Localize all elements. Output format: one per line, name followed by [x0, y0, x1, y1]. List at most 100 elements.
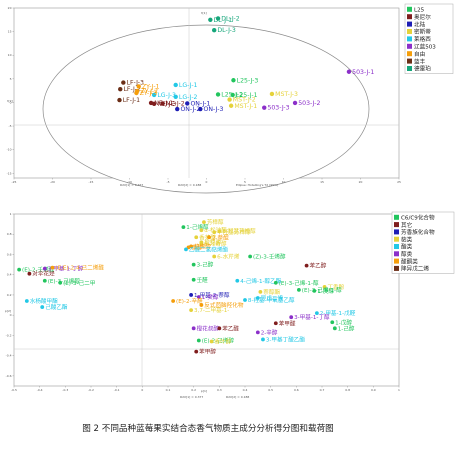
score-point: [118, 87, 123, 92]
loading-point: [207, 235, 211, 240]
loading-point: [184, 247, 188, 252]
score-tick-labels: -25 -20 -15 -10 -5 0 5 10 15 20 25 -15 -10 -5 0 5 10 15 20: [7, 6, 401, 184]
loading-point: [332, 326, 337, 331]
hotelling-ellipse: [42, 24, 370, 194]
loading-point: [17, 267, 22, 272]
loading-point-label: 3-己醇: [197, 261, 214, 269]
loading-point: [217, 326, 222, 331]
loading-point: [304, 263, 309, 268]
loading-y-tick-label: 0.2: [7, 293, 12, 297]
loading-point: [42, 266, 47, 271]
score-point: [212, 27, 217, 33]
loading-point-label: 萜烯醇: [194, 242, 211, 250]
score-y-tick-label: 10: [8, 53, 12, 57]
score-point: [292, 100, 298, 106]
loading-point-label: 苯甲醛: [279, 319, 296, 327]
score-legend-swatch: [407, 66, 412, 71]
loading-x-tick-label: 1: [398, 388, 400, 392]
loading-point-label: 3-甲基丁酸乙酯: [266, 335, 306, 343]
loading-x-tick-label: 0.4: [243, 388, 248, 392]
loading-point-label: (E,E)-2,4-己二烯醛: [55, 264, 104, 272]
score-point-label: ZY-J-3: [140, 90, 158, 97]
loading-y-tick-label: 0: [10, 313, 12, 317]
score-footer-r2x1: R2X[1] = 0.377: [120, 183, 143, 187]
loading-point: [189, 308, 194, 313]
score-point: [117, 97, 122, 103]
score-x-tick-label: -25: [12, 180, 17, 184]
loading-point-label: 橙花醇: [204, 238, 221, 246]
loading-legend-swatch: [394, 251, 399, 257]
score-point: [269, 91, 275, 97]
score-legend-label: 奥尼尔: [414, 13, 431, 21]
loading-legend-label: 降异戊二烯: [401, 265, 429, 273]
loading-point-label: (Z)-3-壬烯醇: [253, 252, 286, 260]
loading-tick-labels: -0.5 -0.4 -0.3 -0.2 -0.1 0 0.1 0.2 0.3 0.4 0.5 0.6 0…: [6, 212, 400, 392]
score-point: [227, 97, 232, 102]
loading-point: [199, 228, 204, 233]
loading-legend-label: 萜类: [401, 235, 413, 243]
score-point-label: ON-J-3: [204, 106, 224, 113]
loading-x-tick-label: -0.1: [114, 388, 120, 392]
score-point: [151, 92, 157, 98]
loading-point: [181, 225, 186, 230]
loading-point-label: 萘醇: [191, 243, 203, 251]
loading-point: [191, 326, 196, 331]
loading-point-label: 芳樟醇: [207, 218, 224, 226]
loading-point: [314, 311, 319, 316]
loading-point-label: 2-萘醌: [212, 233, 229, 241]
loading-point: [212, 254, 217, 259]
loading-legend-swatch: [394, 258, 399, 264]
score-point: [121, 80, 126, 85]
loading-legend-box: [391, 211, 455, 274]
score-point: [231, 78, 236, 83]
score-legend-box: [404, 3, 454, 74]
score-legend-label: 蓝丰: [414, 57, 426, 65]
loading-point-label: 橙花叔醇: [197, 324, 220, 332]
loading-point: [40, 305, 45, 309]
loading-legend-swatch: [394, 244, 399, 249]
loading-legend-swatch: [394, 236, 399, 242]
score-point-label: LF-J-1: [123, 97, 140, 104]
score-point-label: ON-J-2: [180, 106, 200, 113]
score-point: [346, 69, 352, 74]
score-point-label: ON-J-1: [190, 100, 210, 107]
loading-point: [255, 296, 260, 300]
score-point: [215, 92, 221, 97]
loading-legend-label: 醇类: [401, 250, 413, 258]
score-x-tick-label: 0: [206, 180, 208, 184]
loading-point-label: 3-甲基-1-丁醇: [294, 313, 330, 321]
score-point: [136, 84, 141, 89]
score-footer-ellipse: Ellipse: Hotelling's T2 (95%): [236, 183, 278, 187]
loading-x-tick-label: 0: [141, 388, 143, 392]
loading-x-tick-label: 0.9: [371, 388, 376, 392]
loading-x-tick-label: -0.4: [37, 388, 43, 392]
loading-point-label: 乙酸二氢萜烯酯: [189, 245, 229, 253]
score-x-tick-label: -5: [167, 180, 170, 184]
score-x-tick-label: -15: [89, 180, 94, 184]
loading-y-tick-label: -0.2: [6, 333, 12, 337]
score-ylabel: t[2]: [7, 99, 12, 103]
loading-point-label: (E)-3-己二甲: [63, 280, 95, 287]
loading-y-tick-label: -0.6: [6, 374, 12, 378]
loading-legend-swatch: [394, 229, 399, 235]
loading-point-label: 1-癸醇: [202, 293, 219, 301]
loading-y-tick-label: 0.8: [7, 232, 12, 236]
loading-y-tick-label: 0.6: [7, 252, 12, 256]
loading-x-tick-label: -0.3: [62, 388, 68, 392]
score-point-label: LF-J-3: [127, 80, 144, 87]
score-point-label: LF-J-2: [123, 86, 140, 93]
loading-point-label: (E)-3-己烯-1-醇: [302, 286, 342, 294]
loading-point: [199, 241, 204, 246]
loading-legend-label: 醛酮类: [401, 257, 418, 265]
score-legend-swatch: [407, 43, 412, 49]
score-point-label: DL-J-1: [214, 17, 233, 24]
loading-y-tick-label: -0.4: [6, 354, 12, 358]
score-point: [215, 16, 221, 21]
score-point-label: L25-J-1: [236, 92, 258, 99]
score-y-tick-label: -15: [7, 171, 12, 175]
score-point-label: MST-J-2: [233, 97, 256, 104]
score-legend-label: 自由: [414, 50, 425, 58]
loading-point: [289, 315, 294, 320]
